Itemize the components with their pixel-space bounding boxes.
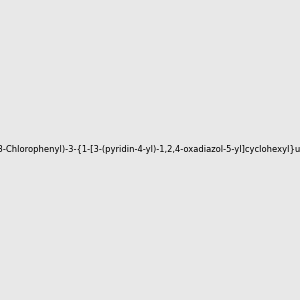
- Text: 1-(3-Chlorophenyl)-3-{1-[3-(pyridin-4-yl)-1,2,4-oxadiazol-5-yl]cyclohexyl}urea: 1-(3-Chlorophenyl)-3-{1-[3-(pyridin-4-yl…: [0, 146, 300, 154]
